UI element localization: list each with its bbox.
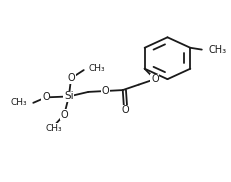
Text: O: O bbox=[122, 106, 129, 115]
Text: Si: Si bbox=[64, 92, 74, 101]
Text: O: O bbox=[151, 74, 159, 84]
Text: O: O bbox=[61, 110, 68, 120]
Text: O: O bbox=[67, 73, 75, 83]
Text: CH₃: CH₃ bbox=[11, 98, 27, 107]
Text: O: O bbox=[42, 92, 50, 102]
Text: CH₃: CH₃ bbox=[88, 64, 105, 73]
Text: O: O bbox=[102, 86, 109, 96]
Text: CH₃: CH₃ bbox=[208, 45, 226, 55]
Text: CH₃: CH₃ bbox=[46, 124, 62, 133]
